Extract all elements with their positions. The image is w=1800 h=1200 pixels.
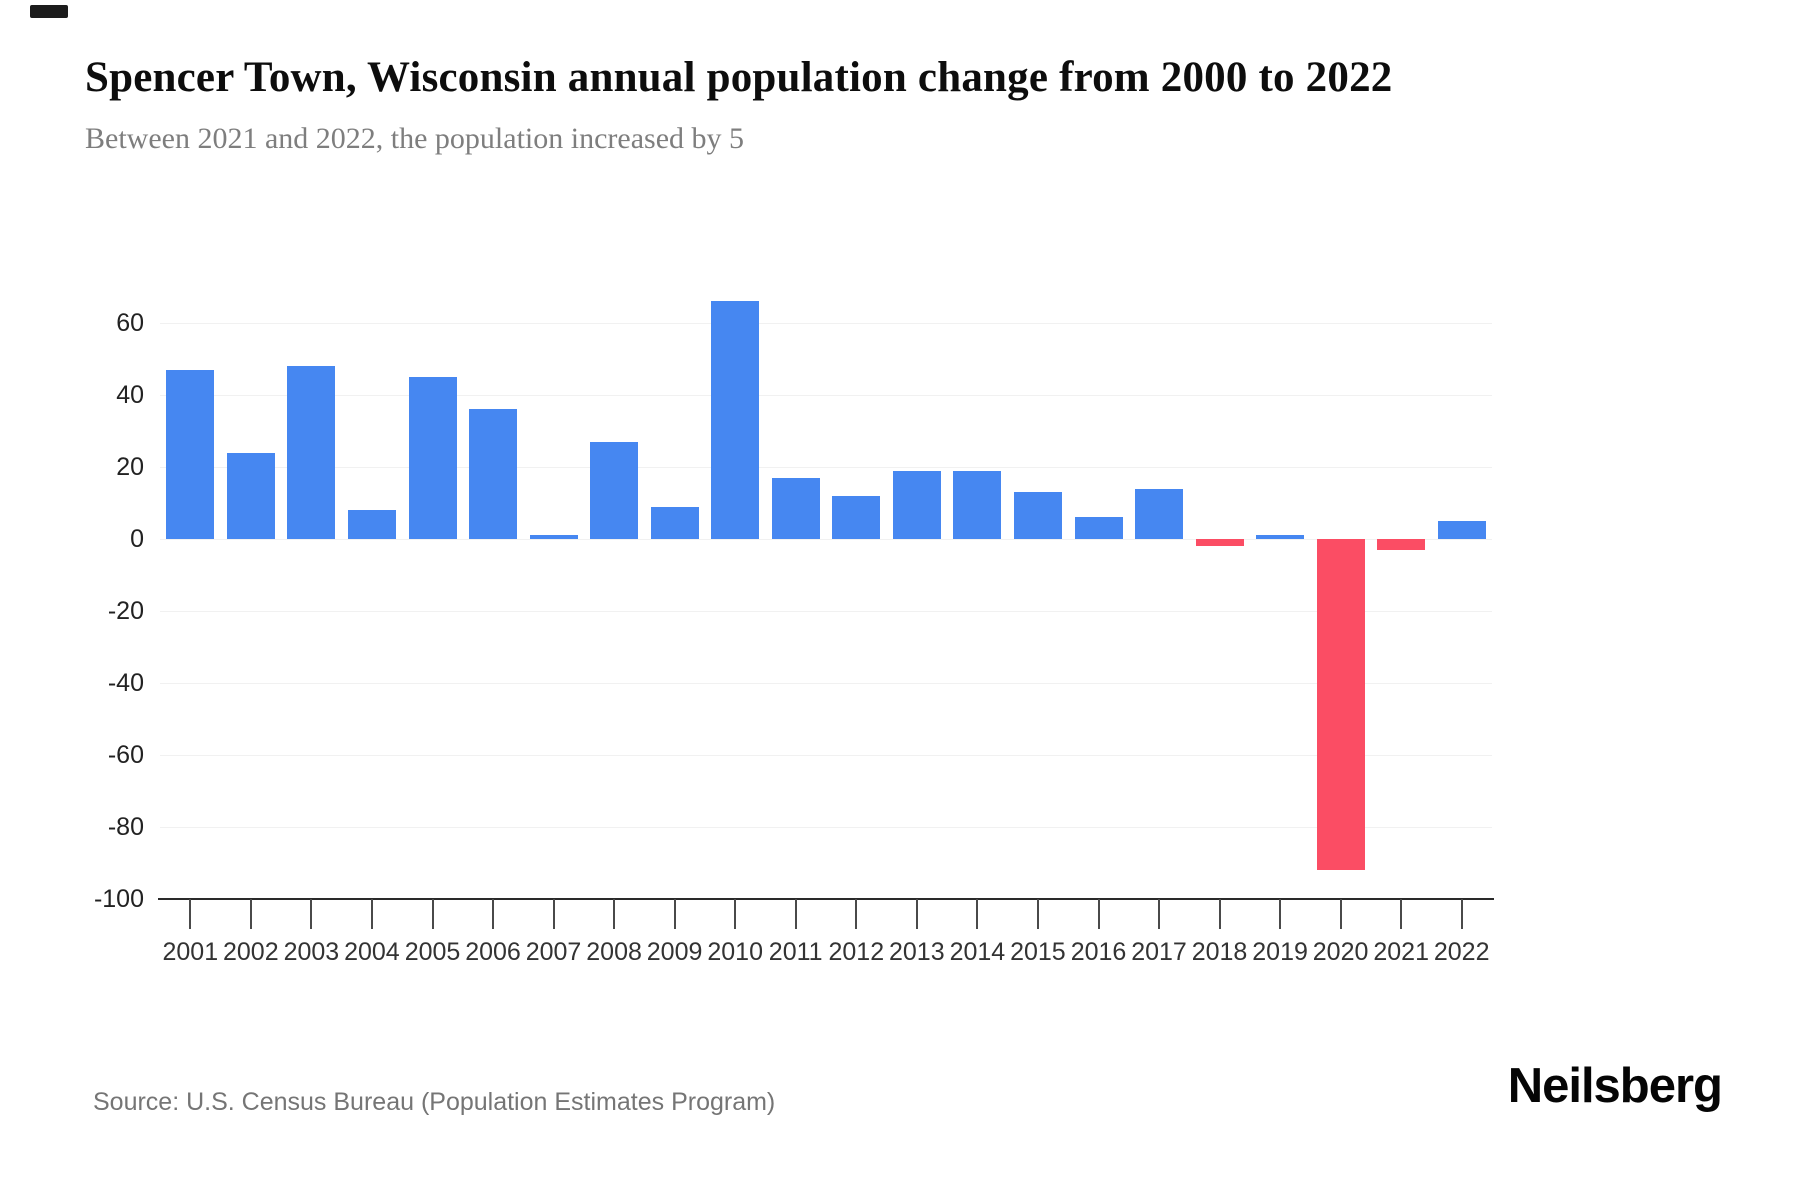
x-tick-label-2017: 2017: [1131, 938, 1187, 966]
bar-2021: [1377, 539, 1426, 550]
x-tick-2004: [370, 899, 373, 929]
y-tick-label--20: -20: [107, 597, 144, 625]
bar-2002: [226, 452, 275, 539]
gridline--80: [160, 827, 1492, 828]
x-tick-label-2007: 2007: [525, 938, 582, 966]
x-tick-2015: [1036, 899, 1039, 929]
x-tick-label-2012: 2012: [828, 938, 885, 966]
x-tick-2016: [1097, 899, 1100, 929]
x-tick-label-2003: 2003: [283, 938, 340, 966]
y-tick-label--80: -80: [107, 813, 144, 841]
x-tick-2011: [794, 899, 797, 929]
x-tick-label-2014: 2014: [949, 938, 1006, 966]
bar-2001: [166, 369, 215, 539]
y-tick-label-60: 60: [116, 309, 144, 337]
bar-2010: [711, 301, 760, 539]
x-tick-label-2010: 2010: [707, 938, 763, 966]
x-tick-label-2005: 2005: [404, 938, 461, 966]
y-axis-labels: 60 40 20 0 -20 -40 -60 -80 -100: [0, 251, 148, 913]
x-tick-2003: [310, 899, 313, 929]
x-tick-2020: [1339, 899, 1342, 929]
bar-2004: [347, 510, 396, 539]
bar-2015: [1013, 492, 1062, 539]
bar-2012: [832, 495, 881, 539]
chart-title: Spencer Town, Wisconsin annual populatio…: [85, 54, 1393, 101]
bar-2014: [953, 470, 1002, 539]
x-tick-2007: [552, 899, 555, 929]
y-tick-label--100: -100: [93, 885, 144, 913]
y-tick-label-0: 0: [130, 525, 144, 553]
bar-2017: [1135, 488, 1183, 539]
x-tick-label-2002: 2002: [222, 938, 279, 966]
y-tick-label--60: -60: [107, 741, 144, 769]
y-tick-label-40: 40: [116, 381, 144, 409]
x-tick-label-2006: 2006: [465, 938, 521, 966]
x-axis-labels: 2001 2002 2003 2004 2005 2006 2007 2008 2009 2010…: [160, 938, 1492, 974]
x-tick-label-2004: 2004: [344, 938, 400, 966]
x-tick-label-2011: 2011: [768, 938, 823, 966]
source-attribution: Source: U.S. Census Bureau (Population E…: [93, 1088, 776, 1116]
plot-area: [158, 251, 1494, 929]
x-tick-2006: [492, 899, 494, 929]
x-tick-label-2008: 2008: [586, 938, 642, 966]
bar-2003: [287, 366, 336, 539]
x-tick-label-2018: 2018: [1191, 938, 1248, 966]
x-tick-2014: [976, 899, 979, 929]
x-tick-label-2009: 2009: [646, 938, 703, 966]
x-axis-line: [158, 898, 1494, 900]
bar-2019: [1256, 535, 1305, 539]
x-tick-label-2021: 2021: [1373, 938, 1429, 966]
x-tick-2010: [734, 899, 737, 929]
x-tick-label-2015: 2015: [1010, 938, 1066, 966]
gridline-20: [160, 467, 1492, 468]
bar-2011: [771, 477, 820, 539]
x-tick-2018: [1218, 899, 1221, 929]
gridline-0: [160, 539, 1492, 540]
bar-2020: [1316, 539, 1365, 871]
x-tick-2021: [1400, 899, 1403, 929]
gridline--60: [160, 755, 1492, 756]
bar-2016: [1074, 517, 1123, 539]
x-tick-label-2001: 2001: [162, 938, 219, 966]
x-tick-label-2016: 2016: [1070, 938, 1127, 966]
x-tick-label-2022: 2022: [1433, 938, 1490, 966]
x-tick-2013: [915, 899, 918, 929]
top-left-artifact: [30, 5, 68, 18]
gridline--40: [160, 683, 1492, 684]
x-tick-label-2020: 2020: [1312, 938, 1369, 966]
bar-2013: [892, 470, 941, 539]
x-tick-2005: [431, 899, 434, 929]
x-tick-2012: [855, 899, 858, 929]
bar-2006: [469, 409, 517, 539]
x-tick-2001: [189, 899, 192, 929]
bar-2007: [529, 535, 578, 539]
gridline-60: [160, 323, 1492, 324]
x-tick-2002: [249, 899, 252, 929]
gridline-40: [160, 395, 1492, 396]
x-tick-label-2013: 2013: [888, 938, 945, 966]
gridline--20: [160, 611, 1492, 612]
x-tick-2008: [613, 899, 616, 929]
chart-subtitle: Between 2021 and 2022, the population in…: [85, 122, 745, 155]
x-tick-2017: [1158, 899, 1160, 929]
neilsberg-logo: Neilsberg: [1507, 1059, 1723, 1113]
bar-2008: [590, 441, 639, 539]
y-tick-label--40: -40: [107, 669, 144, 697]
x-tick-2009: [673, 899, 676, 929]
x-tick-2019: [1279, 899, 1282, 929]
bar-2022: [1437, 521, 1486, 539]
bar-2018: [1195, 539, 1244, 547]
y-tick-label-20: 20: [116, 453, 144, 481]
bar-2005: [408, 377, 457, 539]
x-tick-2022: [1460, 899, 1463, 929]
bar-2009: [650, 506, 699, 539]
x-tick-label-2019: 2019: [1252, 938, 1308, 966]
